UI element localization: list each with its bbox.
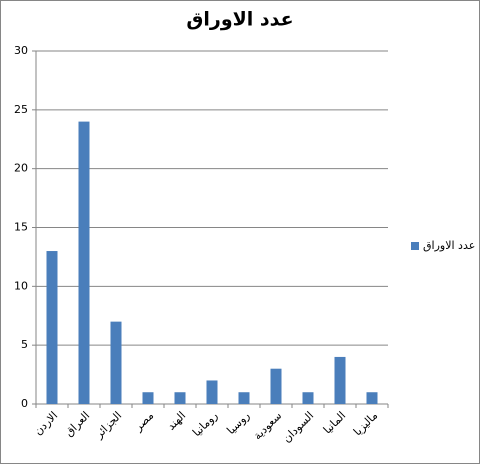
bar xyxy=(78,121,90,404)
bar xyxy=(110,321,122,404)
bar xyxy=(174,392,186,404)
legend-swatch xyxy=(411,242,419,250)
bar xyxy=(46,251,58,404)
y-tick-label: 25 xyxy=(14,103,28,116)
y-tick-label: 10 xyxy=(14,279,28,292)
bar xyxy=(366,392,378,404)
y-tick-label: 0 xyxy=(21,397,28,410)
y-tick-label: 30 xyxy=(14,44,28,57)
y-tick-label: 5 xyxy=(21,338,28,351)
chart-title: عدد الاوراق xyxy=(186,9,293,31)
bar xyxy=(206,380,218,404)
bar xyxy=(302,392,314,404)
bar xyxy=(270,368,282,404)
y-tick-label: 15 xyxy=(14,221,28,234)
bar xyxy=(334,356,346,404)
y-tick-label: 20 xyxy=(14,162,28,175)
legend-label: عدد الاوراق xyxy=(423,239,475,252)
bar xyxy=(142,392,154,404)
bar xyxy=(238,392,250,404)
